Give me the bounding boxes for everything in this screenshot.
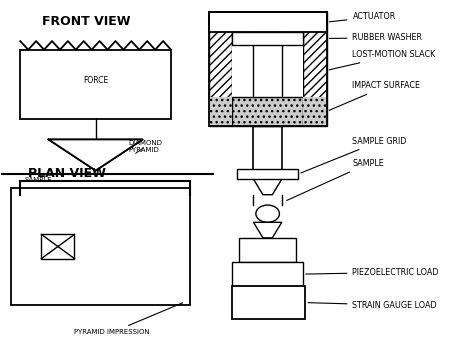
Bar	[11, 188, 190, 305]
Bar	[232, 286, 305, 319]
Text: FORCE: FORCE	[83, 76, 108, 85]
Bar	[303, 97, 327, 126]
Bar	[232, 32, 303, 45]
Bar	[209, 12, 327, 32]
Bar	[232, 97, 303, 126]
Polygon shape	[254, 222, 282, 238]
Bar	[232, 262, 303, 286]
Text: FRONT VIEW: FRONT VIEW	[42, 15, 130, 28]
Polygon shape	[254, 179, 282, 195]
Circle shape	[256, 205, 279, 222]
Bar	[209, 12, 232, 126]
Text: ACTUATOR: ACTUATOR	[329, 13, 396, 22]
Text: IMPACT SURFACE: IMPACT SURFACE	[329, 81, 420, 110]
Bar	[41, 235, 74, 259]
Text: LOST-MOTION SLACK: LOST-MOTION SLACK	[329, 50, 436, 70]
Text: PIEZOELECTRIC LOAD: PIEZOELECTRIC LOAD	[306, 268, 439, 277]
Bar	[20, 50, 171, 119]
Bar	[303, 12, 327, 126]
Polygon shape	[48, 140, 143, 171]
Bar	[232, 32, 303, 126]
Bar	[237, 169, 298, 179]
Text: PLAN VIEW: PLAN VIEW	[28, 167, 106, 180]
Bar	[209, 97, 232, 126]
Text: SAMPLE GRID: SAMPLE GRID	[301, 137, 407, 173]
Text: SAMPLE: SAMPLE	[25, 177, 53, 183]
Text: RUBBER WASHER: RUBBER WASHER	[329, 33, 422, 42]
Text: SAMPLE: SAMPLE	[287, 159, 384, 200]
Bar	[254, 32, 282, 126]
Text: STRAIN GAUGE LOAD: STRAIN GAUGE LOAD	[308, 301, 437, 310]
Text: PYRAMID IMPRESSION: PYRAMID IMPRESSION	[74, 303, 182, 335]
Bar	[239, 238, 296, 262]
Text: DIAMOND
PYRAMID: DIAMOND PYRAMID	[128, 140, 163, 153]
Bar	[209, 12, 327, 126]
